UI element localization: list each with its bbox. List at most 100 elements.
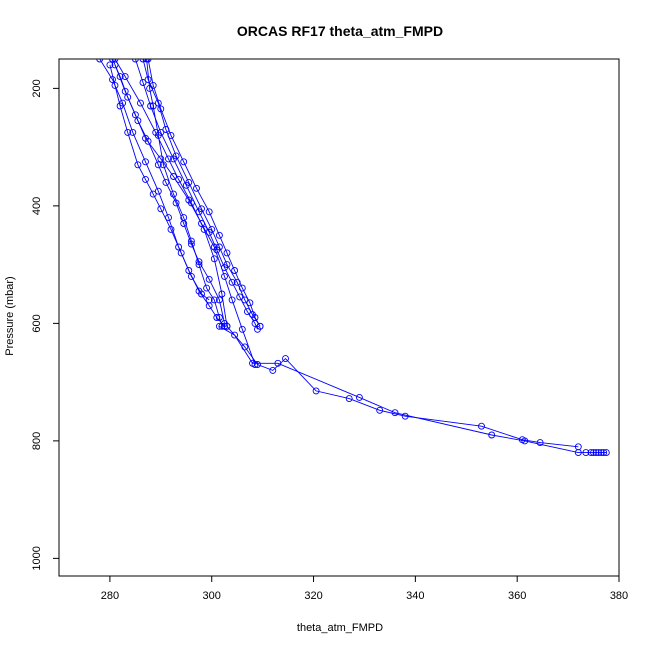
data-point bbox=[154, 161, 162, 169]
data-point bbox=[582, 449, 590, 457]
data-point bbox=[149, 190, 157, 198]
data-point bbox=[218, 290, 226, 298]
data-point bbox=[536, 439, 544, 447]
data-point bbox=[193, 184, 200, 192]
data-point bbox=[134, 161, 142, 169]
data-point bbox=[129, 128, 137, 136]
data-point bbox=[243, 308, 251, 316]
data-point bbox=[210, 296, 218, 304]
series-5 bbox=[131, 59, 261, 333]
data-point bbox=[215, 231, 223, 239]
x-axis: 280 300 320 340 360 380 bbox=[101, 576, 628, 602]
data-point bbox=[345, 395, 353, 403]
data-point bbox=[282, 355, 289, 363]
data-point bbox=[131, 111, 139, 119]
data-point bbox=[157, 105, 165, 113]
data-point bbox=[223, 322, 231, 330]
series-line bbox=[134, 59, 258, 330]
data-point bbox=[185, 267, 193, 274]
data-point bbox=[592, 449, 600, 457]
data-point bbox=[180, 158, 188, 166]
data-point bbox=[170, 155, 177, 163]
y-tick-label: 400 bbox=[31, 197, 43, 215]
x-axis-label: theta_atm_FMPD bbox=[297, 622, 383, 634]
x-tick-label: 320 bbox=[304, 590, 322, 602]
data-point bbox=[205, 275, 213, 283]
data-point bbox=[600, 449, 608, 457]
data-point bbox=[597, 449, 605, 457]
data-point bbox=[121, 87, 129, 95]
series-line bbox=[114, 64, 256, 365]
data-point bbox=[210, 243, 218, 251]
data-point bbox=[205, 296, 213, 304]
data-point bbox=[187, 272, 195, 280]
series-11 bbox=[215, 322, 610, 457]
plot-area bbox=[96, 59, 610, 457]
data-point bbox=[149, 81, 157, 89]
data-point bbox=[157, 205, 165, 213]
y-tick-label: 600 bbox=[31, 314, 43, 332]
data-point bbox=[574, 449, 582, 457]
data-point bbox=[205, 208, 213, 216]
series-6 bbox=[106, 61, 213, 304]
data-point bbox=[142, 175, 149, 183]
data-point bbox=[238, 325, 246, 333]
y-tick-label: 1000 bbox=[31, 546, 43, 570]
data-point bbox=[165, 155, 172, 163]
data-point bbox=[274, 359, 282, 367]
data-point bbox=[182, 181, 190, 189]
data-point bbox=[254, 325, 261, 333]
data-point bbox=[241, 296, 249, 304]
data-point bbox=[391, 409, 399, 417]
y-axis-label: Pressure (mbar) bbox=[4, 276, 16, 355]
data-point bbox=[251, 319, 259, 327]
data-point bbox=[157, 155, 165, 163]
data-point bbox=[223, 249, 231, 257]
data-point bbox=[198, 290, 205, 298]
data-point bbox=[154, 187, 162, 195]
series-line bbox=[114, 59, 228, 327]
data-point bbox=[137, 99, 144, 107]
data-point bbox=[144, 59, 152, 63]
data-point bbox=[124, 93, 132, 101]
data-point bbox=[521, 437, 529, 445]
y-axis: 200 400 600 800 1000 bbox=[31, 79, 59, 571]
data-point bbox=[142, 158, 149, 166]
data-point bbox=[116, 73, 124, 81]
y-tick-label: 200 bbox=[31, 79, 43, 97]
data-point bbox=[124, 128, 132, 136]
data-point bbox=[210, 255, 218, 263]
data-point bbox=[269, 366, 277, 374]
data-point bbox=[231, 331, 239, 339]
data-point bbox=[312, 387, 320, 395]
data-point bbox=[198, 220, 205, 227]
data-point bbox=[246, 299, 254, 307]
data-point bbox=[131, 59, 139, 63]
data-point bbox=[111, 61, 119, 69]
y-tick-label: 800 bbox=[31, 432, 43, 450]
data-point bbox=[175, 243, 183, 251]
data-point bbox=[109, 59, 116, 63]
data-point bbox=[144, 76, 152, 84]
data-point bbox=[254, 361, 261, 368]
data-point bbox=[170, 173, 177, 180]
x-tick-label: 300 bbox=[203, 590, 221, 602]
plot-frame bbox=[58, 58, 620, 577]
data-point bbox=[602, 449, 610, 457]
data-point bbox=[157, 128, 165, 136]
x-tick-label: 280 bbox=[101, 590, 119, 602]
data-point bbox=[228, 296, 236, 304]
data-point bbox=[236, 293, 244, 301]
data-point bbox=[134, 117, 142, 125]
data-point bbox=[203, 284, 211, 292]
data-point bbox=[488, 431, 496, 439]
data-point bbox=[180, 220, 188, 227]
data-point bbox=[167, 131, 175, 139]
data-point bbox=[147, 102, 155, 110]
x-tick-label: 380 bbox=[610, 590, 628, 602]
data-point bbox=[96, 59, 104, 63]
x-tick-label: 340 bbox=[406, 590, 424, 602]
series-line bbox=[109, 64, 210, 301]
